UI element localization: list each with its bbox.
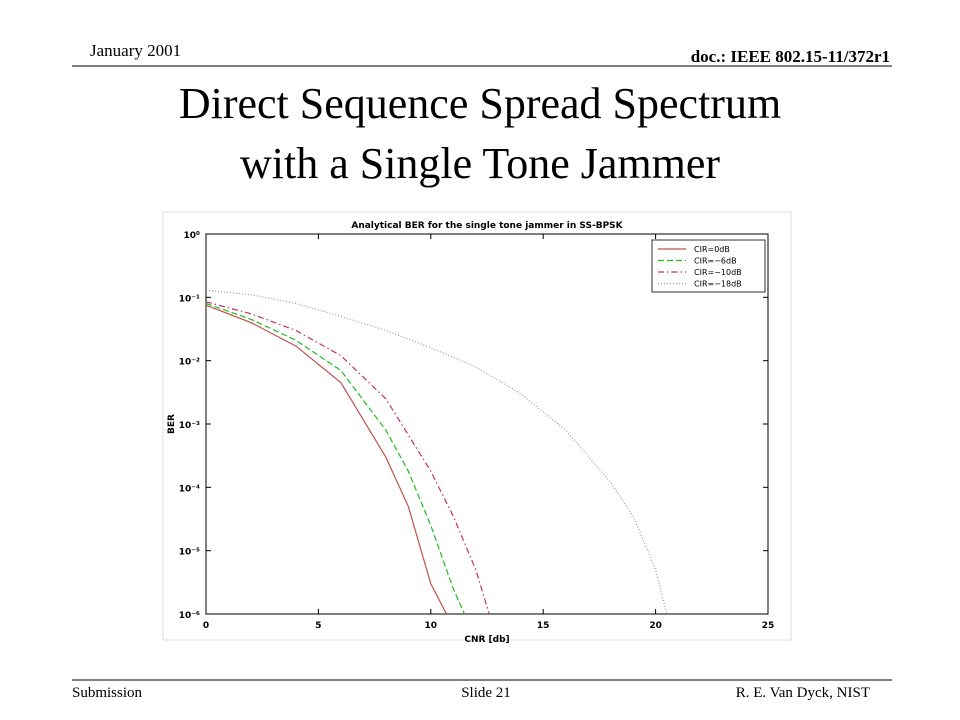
plot-area	[205, 233, 769, 615]
y-tick-label: 10⁻⁶	[179, 611, 200, 621]
y-tick-label: 10⁻³	[179, 421, 200, 431]
x-tick-label: 20	[649, 621, 662, 631]
chart-title: Analytical BER for the single tone jamme…	[351, 221, 623, 231]
chart: Analytical BER for the single tone jamme…	[167, 221, 774, 645]
date: January 2001	[90, 41, 181, 60]
x-tick-label: 25	[762, 621, 775, 631]
y-tick-label: 10⁻⁴	[179, 484, 200, 494]
footer-right: R. E. Van Dyck, NIST	[736, 685, 870, 701]
footer-left: Submission	[72, 685, 143, 701]
legend-label: CIR=−10dB	[694, 268, 742, 277]
slide-title: with a Single Tone Jammer	[240, 139, 720, 188]
doc-id: doc.: IEEE 802.15-11/372r1	[691, 47, 890, 66]
series-line	[205, 289, 668, 615]
x-tick-label: 5	[315, 621, 321, 631]
y-tick-label: 10⁰	[184, 231, 201, 241]
series-line	[205, 304, 448, 615]
y-tick-label: 10⁻⁵	[179, 548, 200, 558]
x-axis-label: CNR [db]	[464, 635, 509, 645]
x-tick-label: 15	[537, 621, 550, 631]
legend-label: CIR=−6dB	[694, 257, 737, 266]
y-tick-label: 10⁻²	[179, 358, 200, 368]
footer-center: Slide 21	[461, 685, 511, 701]
y-tick-label: 10⁻¹	[179, 294, 200, 304]
legend-label: CIR=0dB	[694, 245, 730, 254]
series-line	[205, 301, 490, 615]
y-axis-label: BER	[167, 414, 177, 434]
x-tick-label: 0	[203, 621, 209, 631]
legend-label: CIR=−18dB	[694, 280, 742, 289]
slide-title: Direct Sequence Spread Spectrum	[179, 79, 781, 128]
x-tick-label: 10	[425, 621, 438, 631]
series-line	[205, 302, 466, 615]
